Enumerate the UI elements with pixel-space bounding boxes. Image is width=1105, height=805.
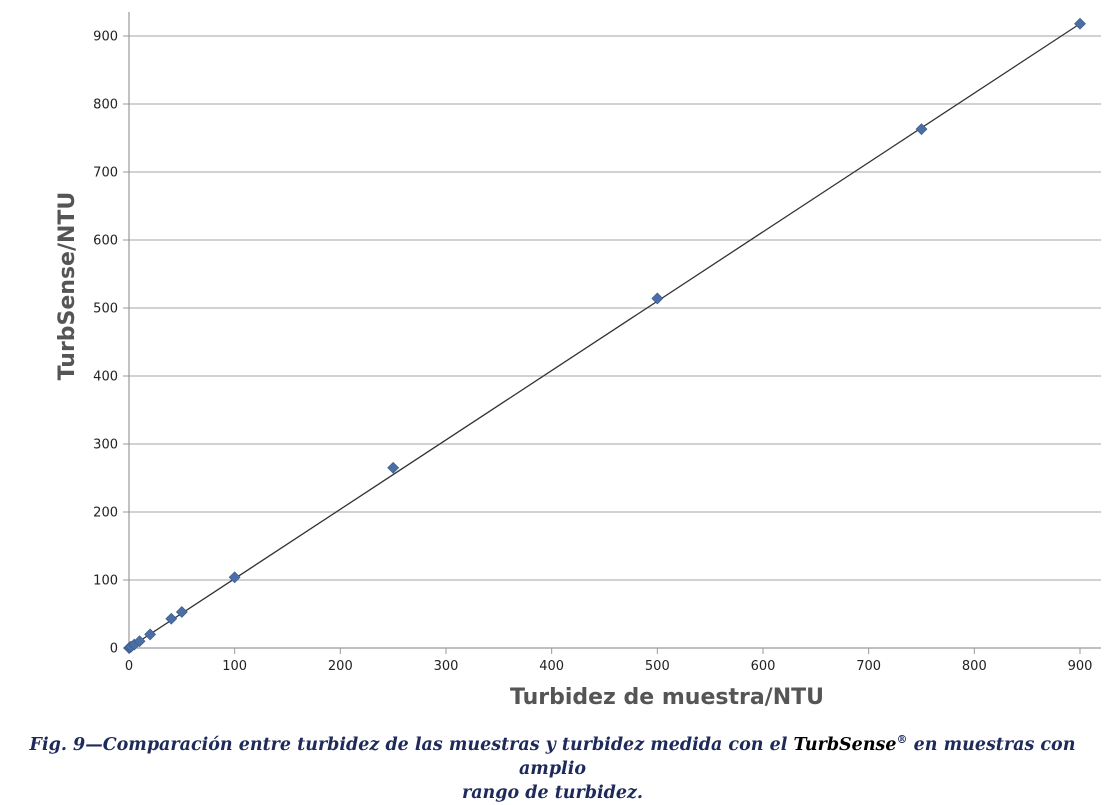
x-tick-label-700: 700 [856, 659, 881, 674]
y-axis-title: TurbSense/NTU [55, 192, 80, 381]
y-tick-label-500: 500 [93, 302, 118, 317]
y-tick-label-200: 200 [93, 506, 118, 521]
x-tick-label-400: 400 [539, 659, 564, 674]
y-tick-label-0: 0 [110, 642, 118, 657]
x-tick-labels: 0 100 200 300 400 500 600 700 800 900 [125, 659, 1093, 674]
caption-text-end: en muestras con amplio [518, 735, 1076, 779]
data-points [123, 17, 1086, 654]
trendline [128, 23, 1081, 649]
caption-text-line2: rango de turbidez. [461, 783, 644, 803]
x-tick-label-500: 500 [645, 659, 670, 674]
data-point-0-8 [228, 571, 241, 584]
data-point-0-10 [651, 292, 664, 305]
data-point-0-11 [915, 123, 928, 136]
data-point-0-9 [387, 461, 400, 474]
x-tick-label-600: 600 [751, 659, 776, 674]
caption-text-start: Fig. 9—Comparación entre turbidez de las… [29, 735, 794, 755]
y-tick-label-100: 100 [93, 574, 118, 589]
data-point-0-7 [175, 606, 188, 618]
data-point-0-12 [1074, 17, 1086, 30]
caption-registered-mark: ® [896, 733, 908, 747]
y-tick-label-400: 400 [93, 370, 118, 385]
figure-caption: Fig. 9—Comparación entre turbidez de las… [0, 733, 1105, 805]
x-tick-label-300: 300 [434, 659, 459, 674]
caption-brand: TurbSense [793, 735, 897, 755]
data-point-0-4 [133, 635, 146, 648]
gridlines [129, 35, 1101, 581]
x-tick-label-0: 0 [125, 659, 133, 674]
axes [123, 12, 1101, 654]
y-tick-labels: 0 100 200 300 400 500 600 700 800 900 [93, 30, 118, 657]
y-tick-label-900: 900 [93, 30, 118, 45]
scatter-chart: 0 100 200 300 400 500 600 700 800 900 0 100 200 300 4… [55, 12, 1101, 710]
x-tick-label-100: 100 [222, 659, 247, 674]
x-tick-label-200: 200 [328, 659, 353, 674]
data-point-0-6 [165, 612, 178, 625]
x-axis-title: Turbidez de muestra/NTU [510, 685, 824, 710]
data-point-0-5 [144, 628, 157, 641]
y-tick-label-700: 700 [93, 166, 118, 181]
y-tick-label-800: 800 [93, 98, 118, 113]
y-tick-label-600: 600 [93, 234, 118, 249]
y-tick-label-300: 300 [93, 438, 118, 453]
x-tick-label-900: 900 [1068, 659, 1093, 674]
x-tick-label-800: 800 [962, 659, 987, 674]
linear-trendline [128, 23, 1081, 649]
